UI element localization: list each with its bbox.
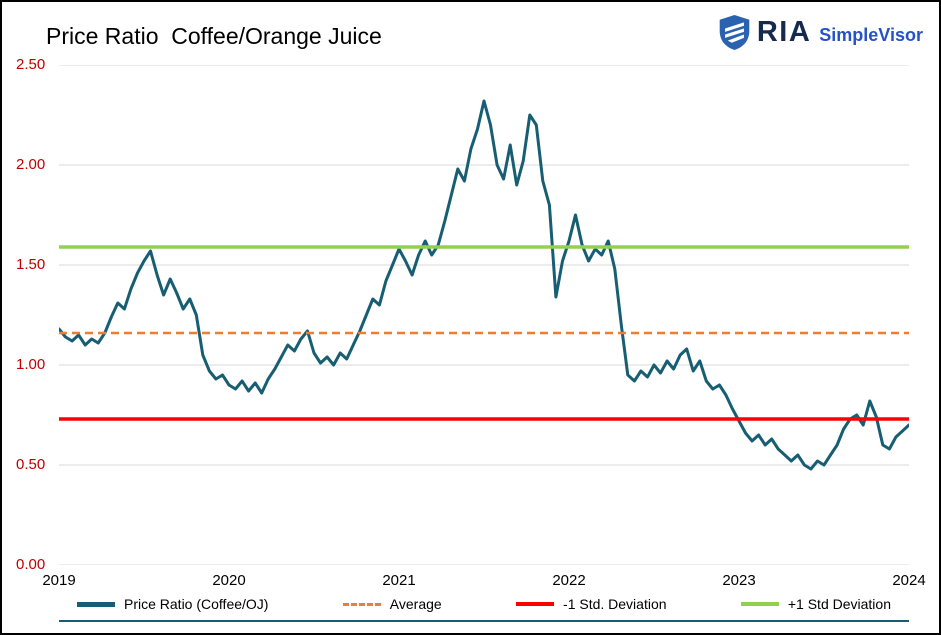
legend-label: +1 Std Deviation	[787, 596, 891, 612]
plot-area	[59, 65, 909, 565]
logo-company-text: RIA	[756, 16, 812, 48]
legend-label: Price Ratio (Coffee/OJ)	[124, 596, 269, 612]
x-tick-label: 2021	[382, 572, 416, 589]
line-chart-canvas	[59, 65, 909, 565]
brand-logo: RIA SimpleVisor	[718, 15, 923, 50]
y-tick-label: 2.00	[16, 156, 46, 173]
chart-title: Price Ratio Coffee/Orange Juice	[46, 23, 382, 49]
legend-item-minus-1-std: -1 Std. Deviation	[516, 596, 667, 612]
x-tick-label: 2024	[892, 572, 926, 589]
x-tick-label: 2022	[552, 572, 586, 589]
y-tick-label: 1.50	[16, 256, 46, 273]
x-tick-label: 2020	[212, 572, 246, 589]
legend-label: -1 Std. Deviation	[563, 596, 667, 612]
x-tick-label: 2019	[42, 572, 76, 589]
x-tick-label: 2023	[722, 572, 756, 589]
y-tick-label: 1.00	[16, 356, 46, 373]
y-tick-label: 0.00	[16, 556, 46, 573]
minus-1-std-line-swatch	[516, 602, 555, 606]
average-line-swatch	[342, 602, 381, 606]
price-ratio-line-swatch	[77, 601, 115, 607]
x-axis: 2019 2020 2021 2022 2023 2024	[42, 572, 925, 592]
plus-1-std-line-swatch	[740, 602, 779, 606]
y-tick-label: 2.50	[16, 56, 46, 73]
legend-item-plus-1-std: +1 Std Deviation	[740, 596, 891, 612]
logo-product-text: SimpleVisor	[819, 25, 923, 45]
legend-item-average: Average	[342, 596, 442, 612]
y-tick-label: 0.50	[16, 456, 46, 473]
chart-legend: Price Ratio (Coffee/OJ) Average -1 Std. …	[59, 596, 909, 622]
price-ratio-line	[59, 99, 909, 471]
legend-item-price-ratio: Price Ratio (Coffee/OJ)	[77, 596, 268, 612]
legend-label: Average	[389, 596, 442, 612]
ria-shield-icon	[719, 15, 750, 50]
